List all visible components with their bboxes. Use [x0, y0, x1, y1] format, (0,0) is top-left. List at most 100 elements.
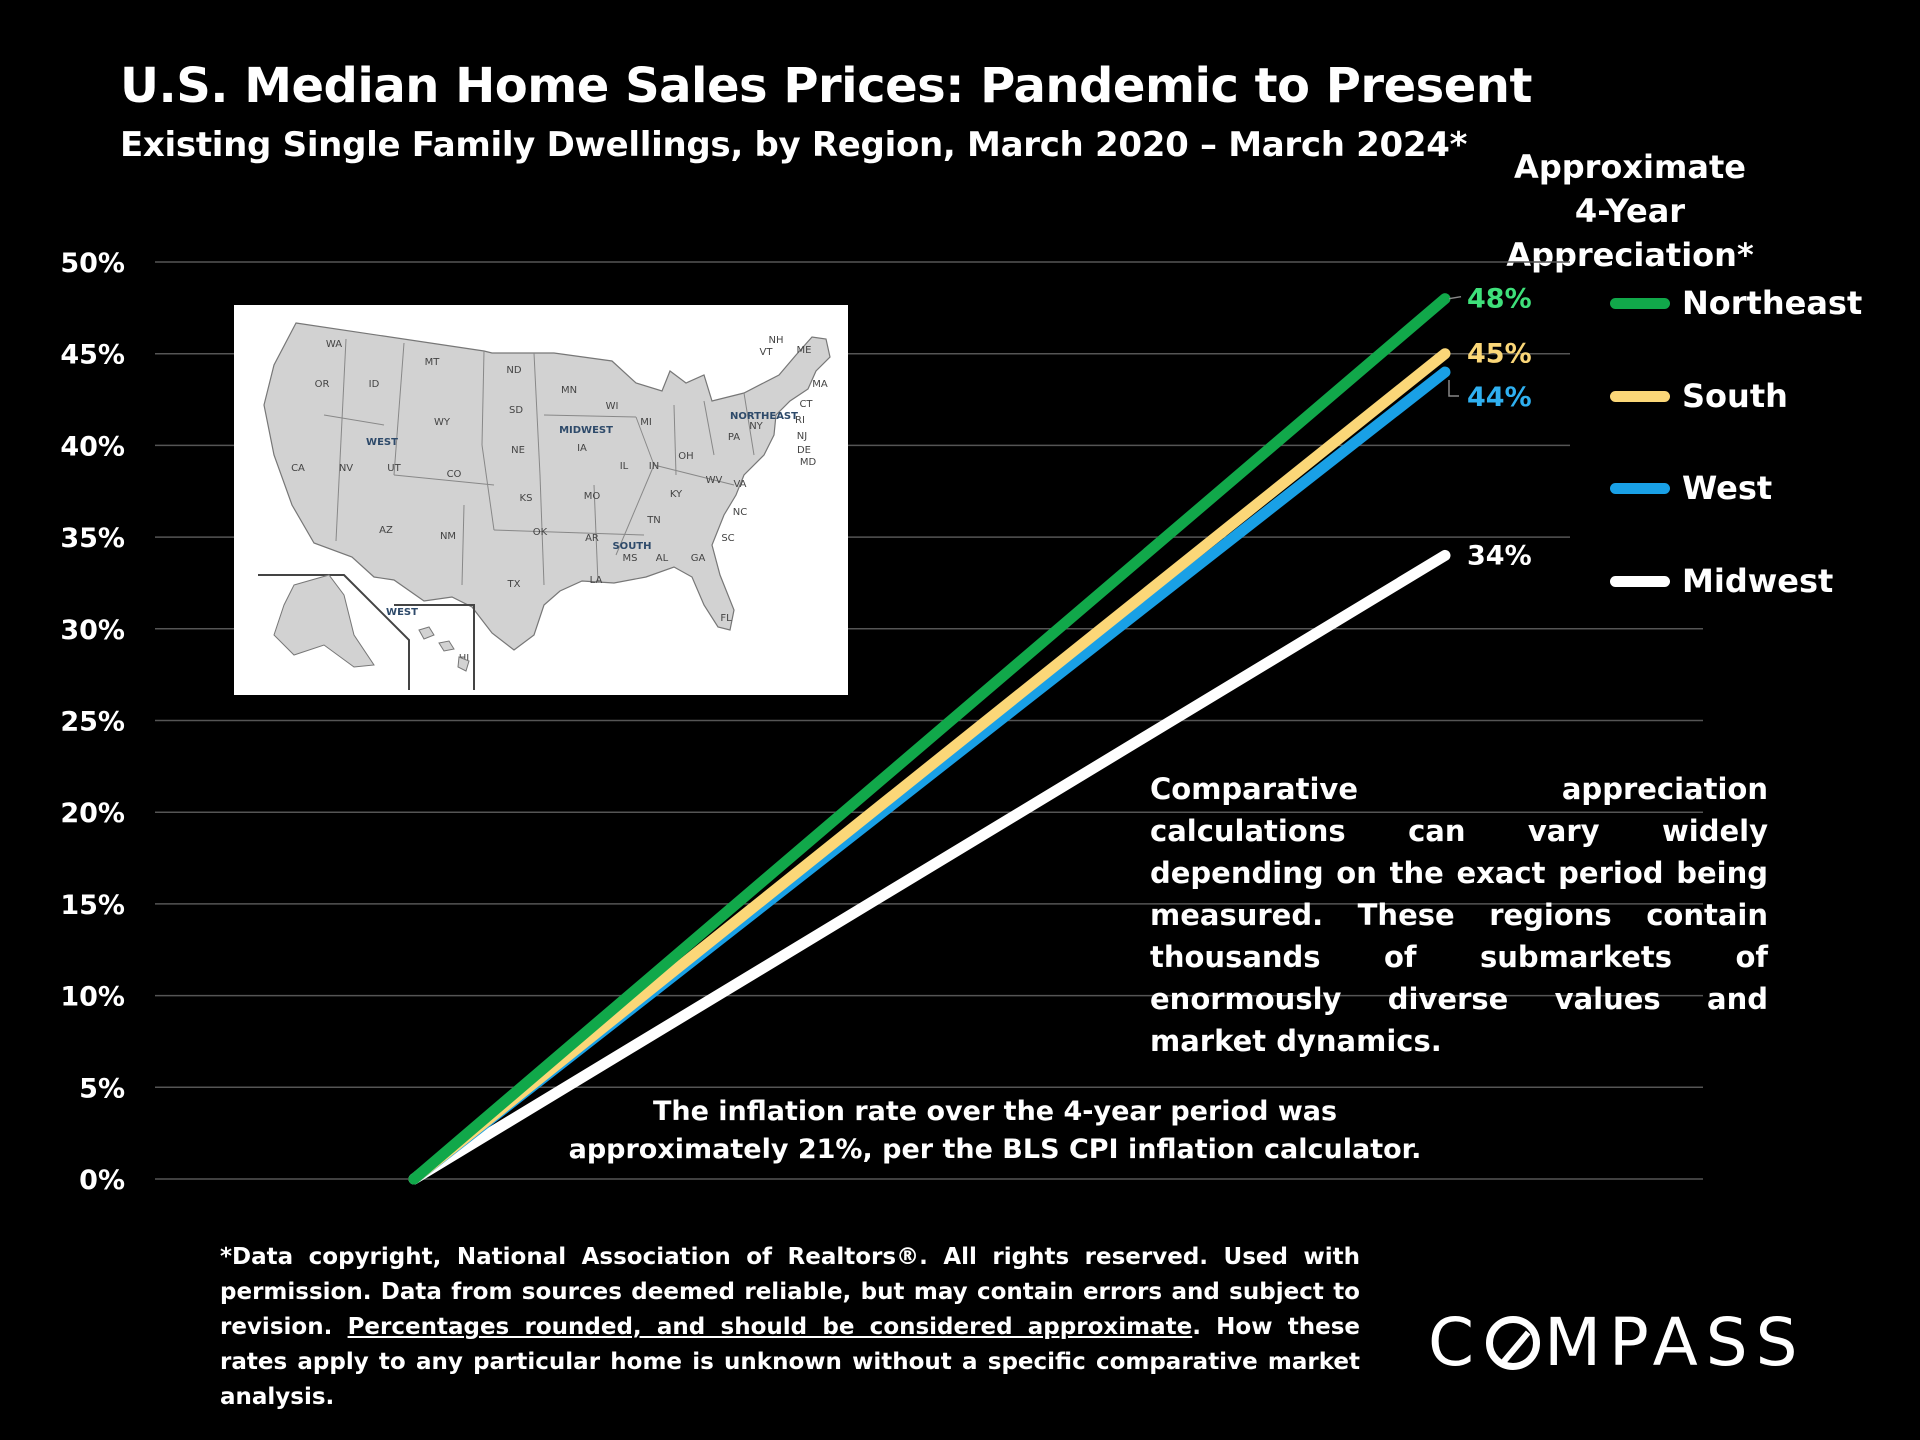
state-label: FL	[720, 613, 732, 624]
state-border	[543, 414, 637, 418]
series-line-northeast	[408, 293, 1451, 1185]
chart-title: U.S. Median Home Sales Prices: Pandemic …	[120, 58, 1532, 114]
state-label: DE	[797, 445, 811, 456]
state-border	[653, 464, 735, 486]
region-label: NORTHEAST	[730, 411, 798, 422]
state-label: LA	[590, 575, 603, 586]
y-tick-label: 30%	[60, 615, 125, 646]
logo-letters-rest: MPASS	[1544, 1304, 1806, 1381]
legend-item-south: South	[1610, 376, 1788, 416]
us-map-image: WA MT ND MN OR ID SD WI WY MI NE IA IL IN OH PA NY NV UT CO…	[258, 322, 831, 690]
region-label: SOUTH	[612, 541, 651, 552]
state-label: ND	[506, 365, 521, 376]
region-label: WEST	[386, 607, 418, 618]
legend-label: West	[1682, 469, 1773, 507]
compass-logo: C MPASS	[1428, 1304, 1806, 1381]
y-tick-label: 10%	[60, 982, 125, 1013]
state-label: VA	[733, 479, 746, 490]
state-border	[533, 352, 541, 476]
footnote-text-1: *Data copyright, National Association of…	[220, 1244, 1360, 1340]
state-label: WV	[706, 475, 723, 486]
y-tick-label: 20%	[60, 798, 125, 829]
y-tick-label: 5%	[79, 1073, 125, 1104]
state-label: PA	[728, 432, 740, 443]
footnote: *Data copyright, National Association of…	[220, 1240, 1360, 1415]
region-label: MIDWEST	[559, 425, 613, 436]
logo-o-mark	[1486, 1315, 1541, 1370]
state-label: NJ	[797, 431, 807, 442]
state-label: ME	[797, 345, 812, 356]
state-label: VT	[760, 347, 774, 358]
state-label: NY	[749, 421, 763, 432]
state-border	[461, 504, 465, 586]
state-label: MO	[584, 491, 601, 502]
contiguous-us-shape	[263, 322, 831, 651]
y-tick-label: 35%	[60, 523, 125, 554]
inflation-note: The inflation rate over the 4-year perio…	[560, 1093, 1430, 1169]
state-label: UT	[387, 463, 401, 474]
legend-label: Midwest	[1682, 562, 1834, 600]
y-tick-label: 40%	[60, 431, 125, 462]
state-label: GA	[691, 553, 706, 564]
footnote-underlined: Percentages rounded, and should be consi…	[347, 1314, 1193, 1340]
state-label: WY	[434, 417, 451, 428]
alaska-shape	[273, 574, 375, 668]
label-leader	[1448, 295, 1462, 300]
state-border	[743, 392, 755, 456]
state-label: IA	[577, 443, 587, 454]
state-label: MA	[812, 379, 828, 390]
inflation-line-1: The inflation rate over the 4-year perio…	[652, 1096, 1338, 1127]
state-border	[593, 484, 599, 584]
end-label-midwest: 34%	[1467, 540, 1532, 571]
legend-swatch	[1610, 575, 1670, 587]
region-label: WEST	[366, 437, 398, 448]
inflation-line-2: approximately 21%, per the BLS CPI infla…	[568, 1134, 1422, 1165]
legend-swatch	[1610, 482, 1670, 494]
state-label: WI	[606, 401, 619, 412]
state-border	[493, 529, 645, 536]
inset-border	[258, 574, 410, 690]
state-label: NM	[440, 531, 456, 542]
y-tick-label: 15%	[60, 890, 125, 921]
state-label: CO	[447, 469, 462, 480]
end-label-west: 44%	[1467, 382, 1532, 413]
state-label: OH	[678, 451, 693, 462]
y-tick-label: 45%	[60, 340, 125, 371]
legend-swatch	[1610, 297, 1670, 309]
y-tick-label: 0%	[79, 1165, 125, 1196]
y-tick-label: 25%	[60, 707, 125, 738]
state-label: IN	[649, 461, 659, 472]
state-border	[323, 414, 385, 426]
state-label: SC	[721, 533, 734, 544]
legend-label: South	[1682, 377, 1788, 415]
inset-border	[394, 604, 475, 690]
state-label: AZ	[379, 525, 393, 536]
state-border	[615, 464, 655, 556]
state-label: MS	[623, 553, 638, 564]
appreciation-header: Approximate 4-Year Appreciation*	[1450, 145, 1810, 277]
legend-item-midwest: Midwest	[1610, 561, 1833, 601]
footnote-text-2: . How these rates apply to any particula…	[220, 1314, 1360, 1410]
state-border	[635, 416, 655, 466]
series-line-midwest	[408, 549, 1451, 1185]
state-label: WA	[326, 339, 342, 350]
legend-item-west: West	[1610, 468, 1772, 508]
state-border	[393, 474, 495, 486]
state-border	[335, 338, 347, 542]
appreciation-header-line2: 4-Year Appreciation*	[1506, 192, 1754, 274]
state-border	[703, 400, 715, 456]
end-label-northeast: 48%	[1467, 284, 1532, 315]
state-label: NH	[769, 335, 784, 346]
state-label: CT	[799, 399, 813, 410]
state-label: MI	[640, 417, 652, 428]
hawaii-shape	[418, 626, 470, 672]
logo-letter-c: C	[1428, 1304, 1483, 1381]
state-label: MN	[561, 385, 577, 396]
state-label: KY	[670, 489, 683, 500]
chart-subtitle: Existing Single Family Dwellings, by Reg…	[120, 125, 1468, 165]
state-label: OK	[533, 527, 548, 538]
legend-swatch	[1610, 390, 1670, 402]
state-label: NV	[339, 463, 353, 474]
state-label: TX	[507, 579, 521, 590]
state-border	[539, 474, 545, 586]
